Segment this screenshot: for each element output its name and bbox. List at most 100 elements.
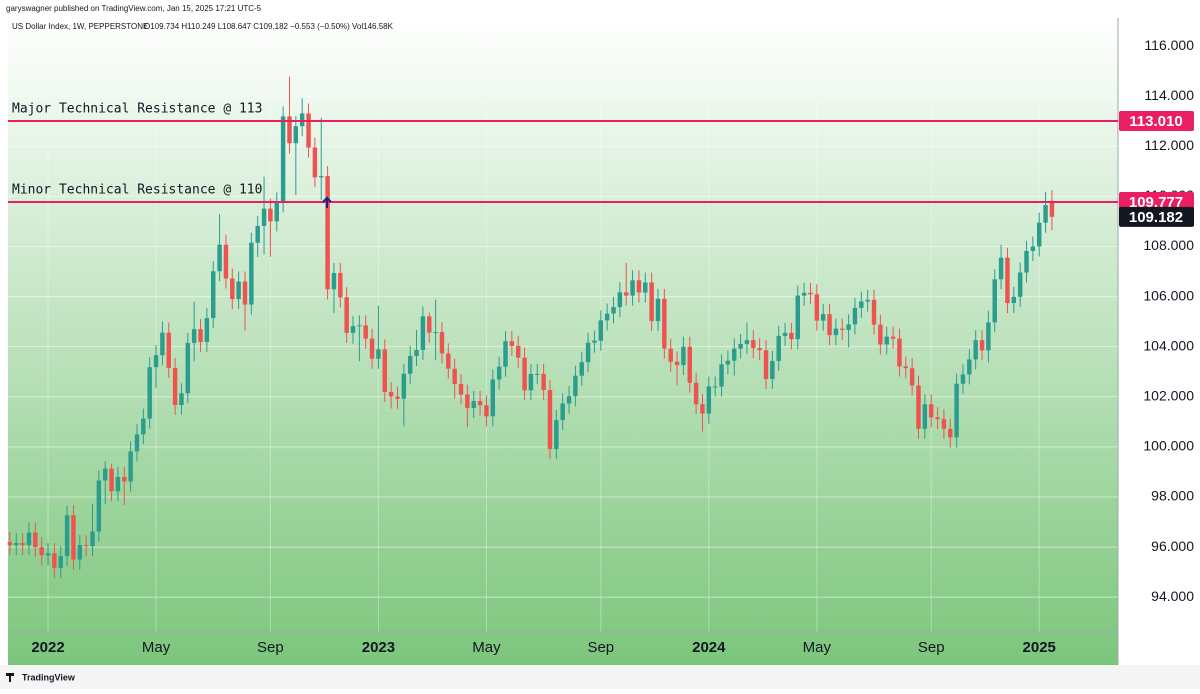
candle-body (954, 383, 959, 438)
candle-body (496, 366, 502, 380)
candle-body (960, 374, 966, 384)
candle-body (1036, 222, 1042, 247)
y-tick-label: 104.000 (1143, 337, 1194, 353)
candle-body (83, 545, 89, 547)
candle-body (547, 390, 553, 450)
candle-body (293, 126, 299, 144)
candle-body (484, 405, 489, 417)
candle-body (630, 280, 635, 296)
candle-body (935, 417, 940, 420)
candle-body (579, 362, 584, 376)
candle-body (916, 385, 921, 429)
candle-body (141, 418, 146, 435)
candle-body (846, 324, 851, 330)
candle-body (414, 349, 419, 356)
last-price-label: 109.182 (1129, 209, 1183, 226)
candle-body (115, 476, 121, 492)
candle-body (363, 325, 368, 339)
candle-body (782, 332, 788, 336)
x-tick-label: May (142, 639, 171, 656)
x-tick-label: 2024 (692, 639, 726, 656)
candle-body (319, 176, 324, 178)
candle-body (58, 556, 63, 568)
symbol-title: US Dollar Index, 1W, PEPPERSTONE (12, 22, 148, 31)
x-tick-label: Sep (918, 639, 945, 656)
candle-body (897, 338, 902, 367)
candle-body (312, 147, 318, 178)
candle-body (64, 515, 70, 557)
candle-body (439, 332, 445, 354)
candle-body (33, 532, 38, 548)
candle-body (789, 332, 794, 340)
candle-body (242, 281, 248, 305)
candle-body (643, 282, 648, 293)
candle-body (623, 292, 629, 296)
candle-body (446, 353, 451, 369)
candle-body (592, 340, 597, 343)
candle-body (14, 543, 19, 546)
candle-body (744, 340, 750, 344)
candle-body (465, 394, 470, 409)
candle-body (509, 341, 515, 346)
y-tick-label: 94.000 (1151, 588, 1194, 604)
candle-body (751, 340, 756, 349)
candle-body (535, 373, 540, 375)
candle-body (388, 392, 394, 397)
resistance-annotation: Major Technical Resistance @ 113 (12, 101, 262, 116)
candle-body (325, 176, 330, 290)
candle-body (191, 329, 197, 343)
y-tick-label: 100.000 (1143, 438, 1194, 454)
candle-body (350, 326, 356, 333)
candle-body (39, 547, 44, 556)
candle-body (827, 314, 832, 336)
candle-body (655, 298, 661, 322)
candle-body (109, 468, 114, 492)
price-label: 113.010 (1129, 113, 1182, 130)
candle-body (52, 553, 57, 568)
candle-body (541, 373, 546, 391)
candle-body (573, 375, 578, 397)
candle-body (395, 396, 400, 399)
candle-body (477, 401, 483, 406)
candle-body (992, 279, 997, 323)
candle-body (1017, 272, 1023, 297)
candle-body (1030, 246, 1036, 251)
y-tick-label: 114.000 (1144, 87, 1194, 103)
candle-body (299, 113, 305, 127)
candle-body (515, 345, 521, 358)
footer-brand: TradingView (22, 672, 76, 682)
candle-body (20, 543, 25, 546)
y-tick-label: 98.000 (1151, 488, 1194, 504)
candle-body (160, 332, 165, 356)
candle-body (611, 307, 616, 314)
ohlc-legend: O109.734 H110.249 L108.647 C109.182 −0.5… (144, 22, 394, 31)
x-tick-label: Sep (587, 639, 614, 656)
candle-body (973, 340, 978, 360)
y-tick-label: 112.000 (1144, 137, 1194, 153)
candle-body (649, 282, 654, 322)
candle-body (172, 367, 178, 406)
candle-body (808, 292, 813, 295)
candle-body (598, 320, 604, 341)
candle-body (185, 342, 191, 394)
candle-body (522, 357, 527, 391)
candle-body (979, 340, 985, 351)
footer-bar (0, 665, 1200, 689)
candle-body (153, 355, 159, 368)
candle-body (757, 348, 762, 351)
candle-body (401, 373, 407, 399)
candle-body (566, 396, 572, 404)
candle-body (331, 273, 337, 290)
candle-body (852, 307, 858, 325)
candle-body (230, 278, 235, 300)
candle-body (490, 379, 496, 417)
candle-body (503, 341, 508, 367)
y-tick-label: 106.000 (1143, 287, 1194, 303)
price-label-box (1119, 110, 1194, 131)
candle-body (554, 420, 559, 450)
candle-body (102, 468, 108, 481)
candle-body (96, 480, 102, 532)
candle-body (147, 367, 152, 419)
candle-body (204, 318, 210, 342)
